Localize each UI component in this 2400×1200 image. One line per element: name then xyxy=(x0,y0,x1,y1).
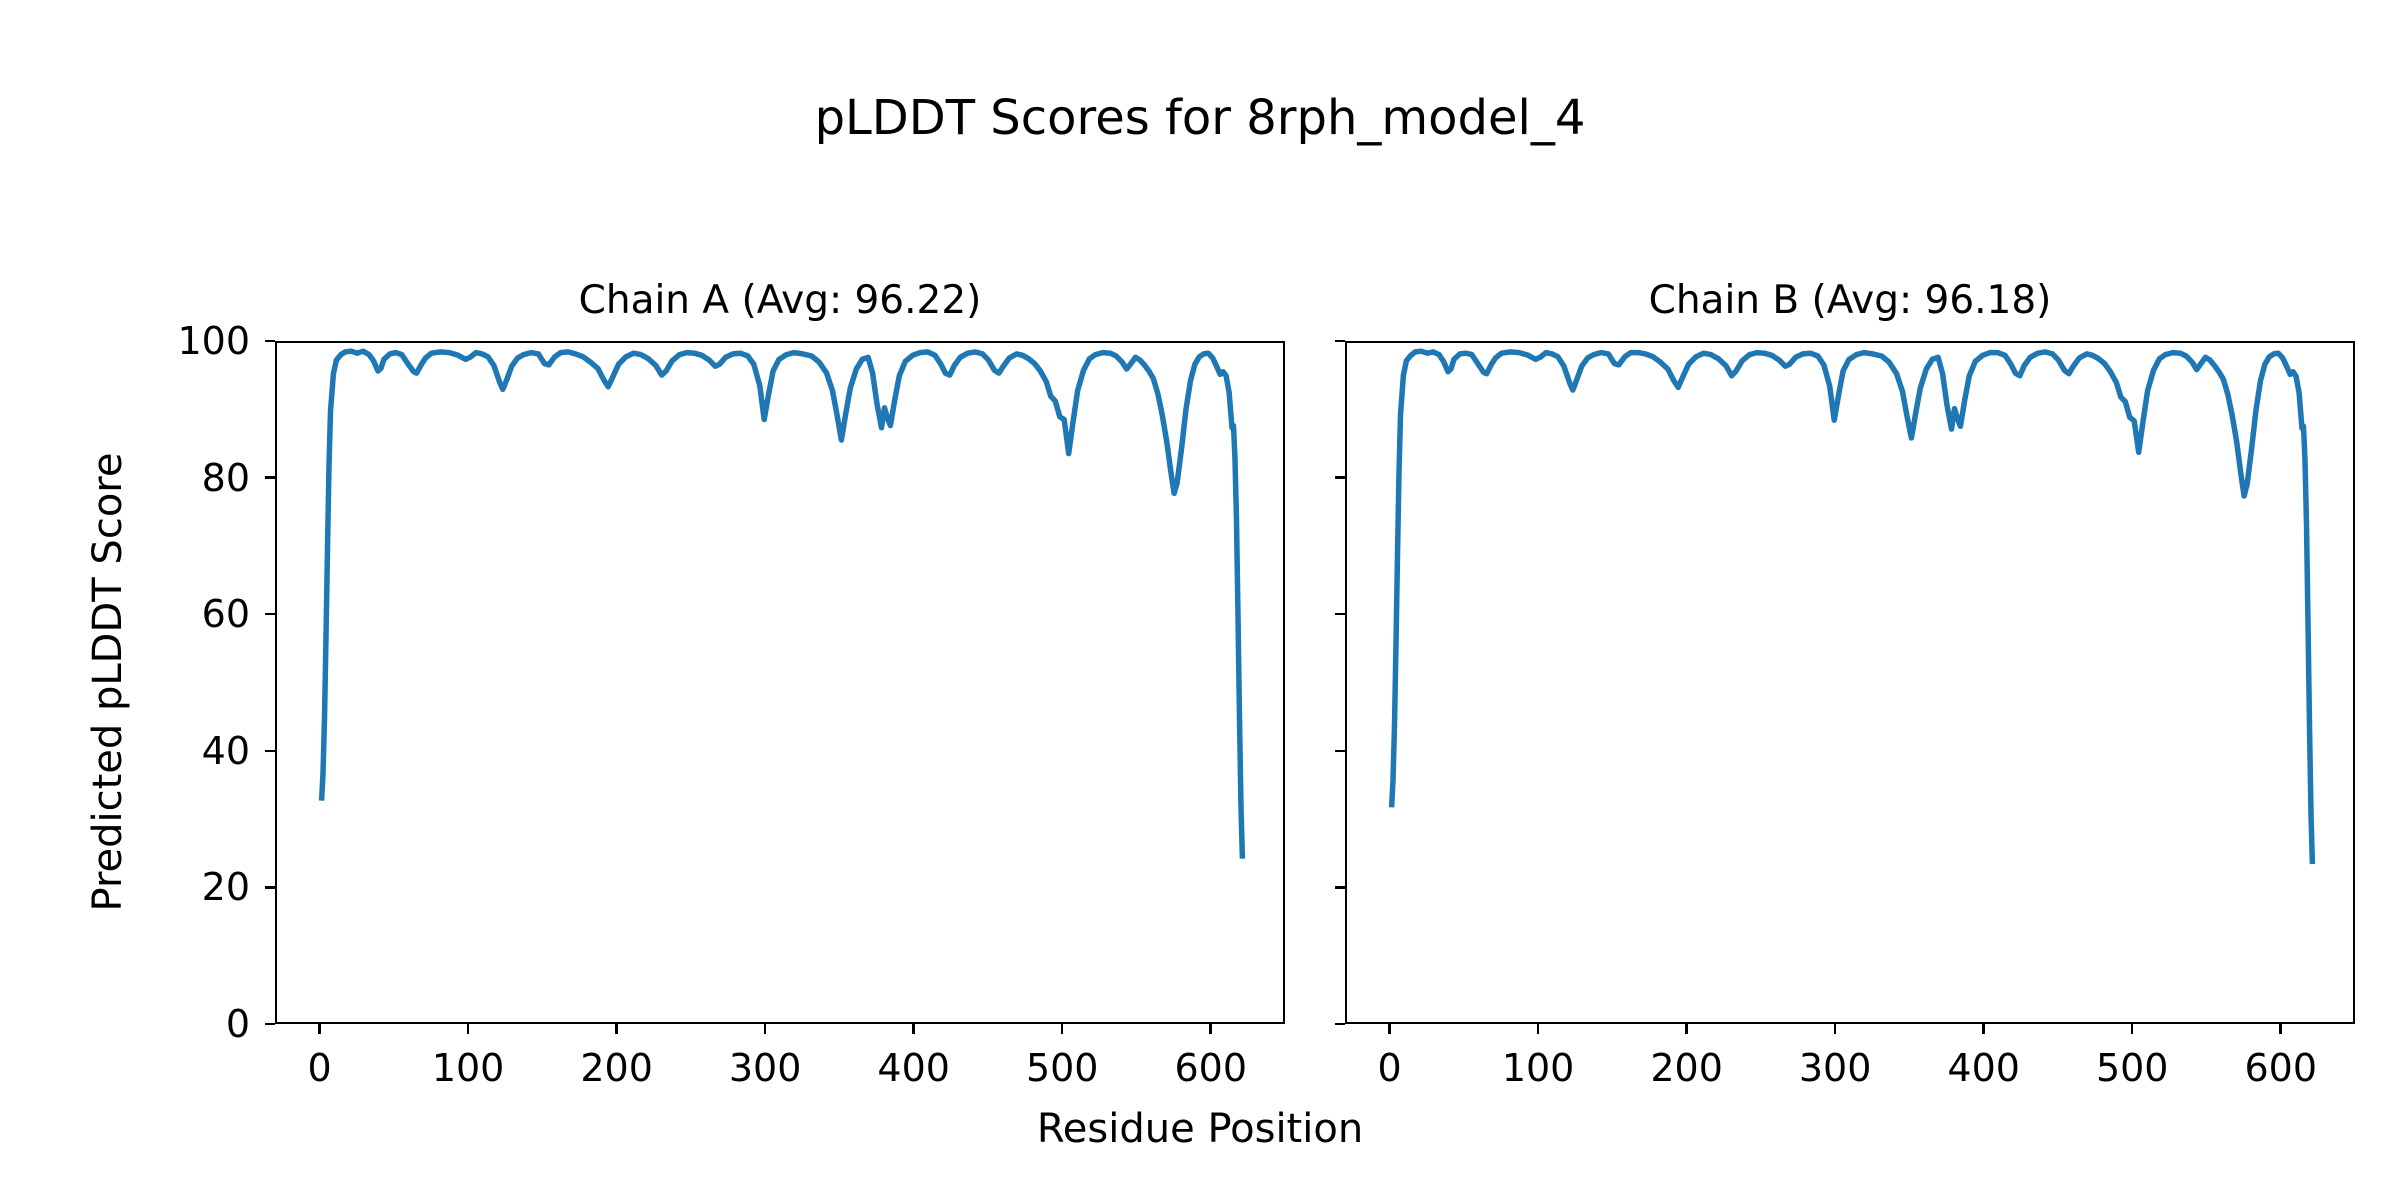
x-tick-mark xyxy=(912,1024,915,1034)
x-tick-mark xyxy=(615,1024,618,1034)
y-tick-label: 60 xyxy=(201,592,250,637)
x-tick-label: 100 xyxy=(1501,1046,1575,1090)
x-tick-label: 0 xyxy=(307,1046,332,1090)
x-tick-mark xyxy=(1833,1024,1837,1034)
plot-chain-b xyxy=(1345,341,2355,1024)
subplot-title-chain-b: Chain B (Avg: 96.18) xyxy=(1648,278,2052,323)
x-tick-label: 200 xyxy=(580,1046,653,1090)
x-tick-label: 200 xyxy=(1650,1046,1723,1090)
figure-title: pLDDT Scores for 8rph_model_4 xyxy=(814,90,1586,146)
x-tick-mark xyxy=(1982,1024,1985,1034)
x-tick-mark xyxy=(2279,1024,2282,1034)
plddt-line-chain-a xyxy=(318,348,1246,859)
plot-chain-a xyxy=(275,341,1285,1024)
x-tick-mark xyxy=(1685,1024,1688,1034)
y-tick-label: 20 xyxy=(201,865,250,910)
plddt-line-chain-b xyxy=(1388,348,2316,865)
subplot-title-chain-a: Chain A (Avg: 96.22) xyxy=(578,278,982,323)
x-tick-mark xyxy=(1536,1024,1540,1034)
y-axis-label: Predicted pLDDT Score xyxy=(85,452,131,912)
y-tick-mark xyxy=(1335,886,1345,889)
x-tick-label: 300 xyxy=(1798,1046,1872,1090)
x-tick-mark xyxy=(2130,1024,2134,1034)
y-tick-mark xyxy=(1335,749,1345,753)
x-tick-label: 300 xyxy=(728,1046,802,1090)
y-tick-mark xyxy=(1335,476,1345,479)
x-tick-mark xyxy=(1209,1024,1212,1034)
y-tick-label: 100 xyxy=(177,319,250,363)
x-tick-label: 0 xyxy=(1377,1046,1402,1090)
y-tick-label: 40 xyxy=(201,728,250,773)
x-tick-label: 500 xyxy=(2095,1046,2169,1090)
x-tick-mark xyxy=(1388,1024,1391,1034)
y-tick-mark xyxy=(265,612,275,616)
x-tick-label: 100 xyxy=(431,1046,505,1090)
x-tick-mark xyxy=(763,1024,767,1034)
x-tick-mark xyxy=(1060,1024,1064,1034)
x-tick-label: 400 xyxy=(1947,1046,2020,1090)
y-tick-mark xyxy=(265,476,275,479)
y-tick-label: 80 xyxy=(201,455,250,500)
x-tick-mark xyxy=(466,1024,470,1034)
x-axis-label: Residue Position xyxy=(1036,1106,1364,1152)
x-tick-mark xyxy=(318,1024,321,1034)
x-tick-label: 600 xyxy=(1174,1046,1247,1090)
y-tick-mark xyxy=(1335,1022,1345,1026)
x-tick-label: 500 xyxy=(1025,1046,1099,1090)
y-tick-mark xyxy=(265,886,275,889)
y-tick-mark xyxy=(1335,339,1345,343)
y-tick-mark xyxy=(265,1022,275,1026)
y-tick-mark xyxy=(1335,612,1345,616)
y-tick-label: 0 xyxy=(225,1002,250,1046)
x-tick-label: 400 xyxy=(877,1046,950,1090)
x-tick-label: 600 xyxy=(2244,1046,2317,1090)
y-tick-mark xyxy=(265,339,275,343)
y-tick-mark xyxy=(265,749,275,753)
